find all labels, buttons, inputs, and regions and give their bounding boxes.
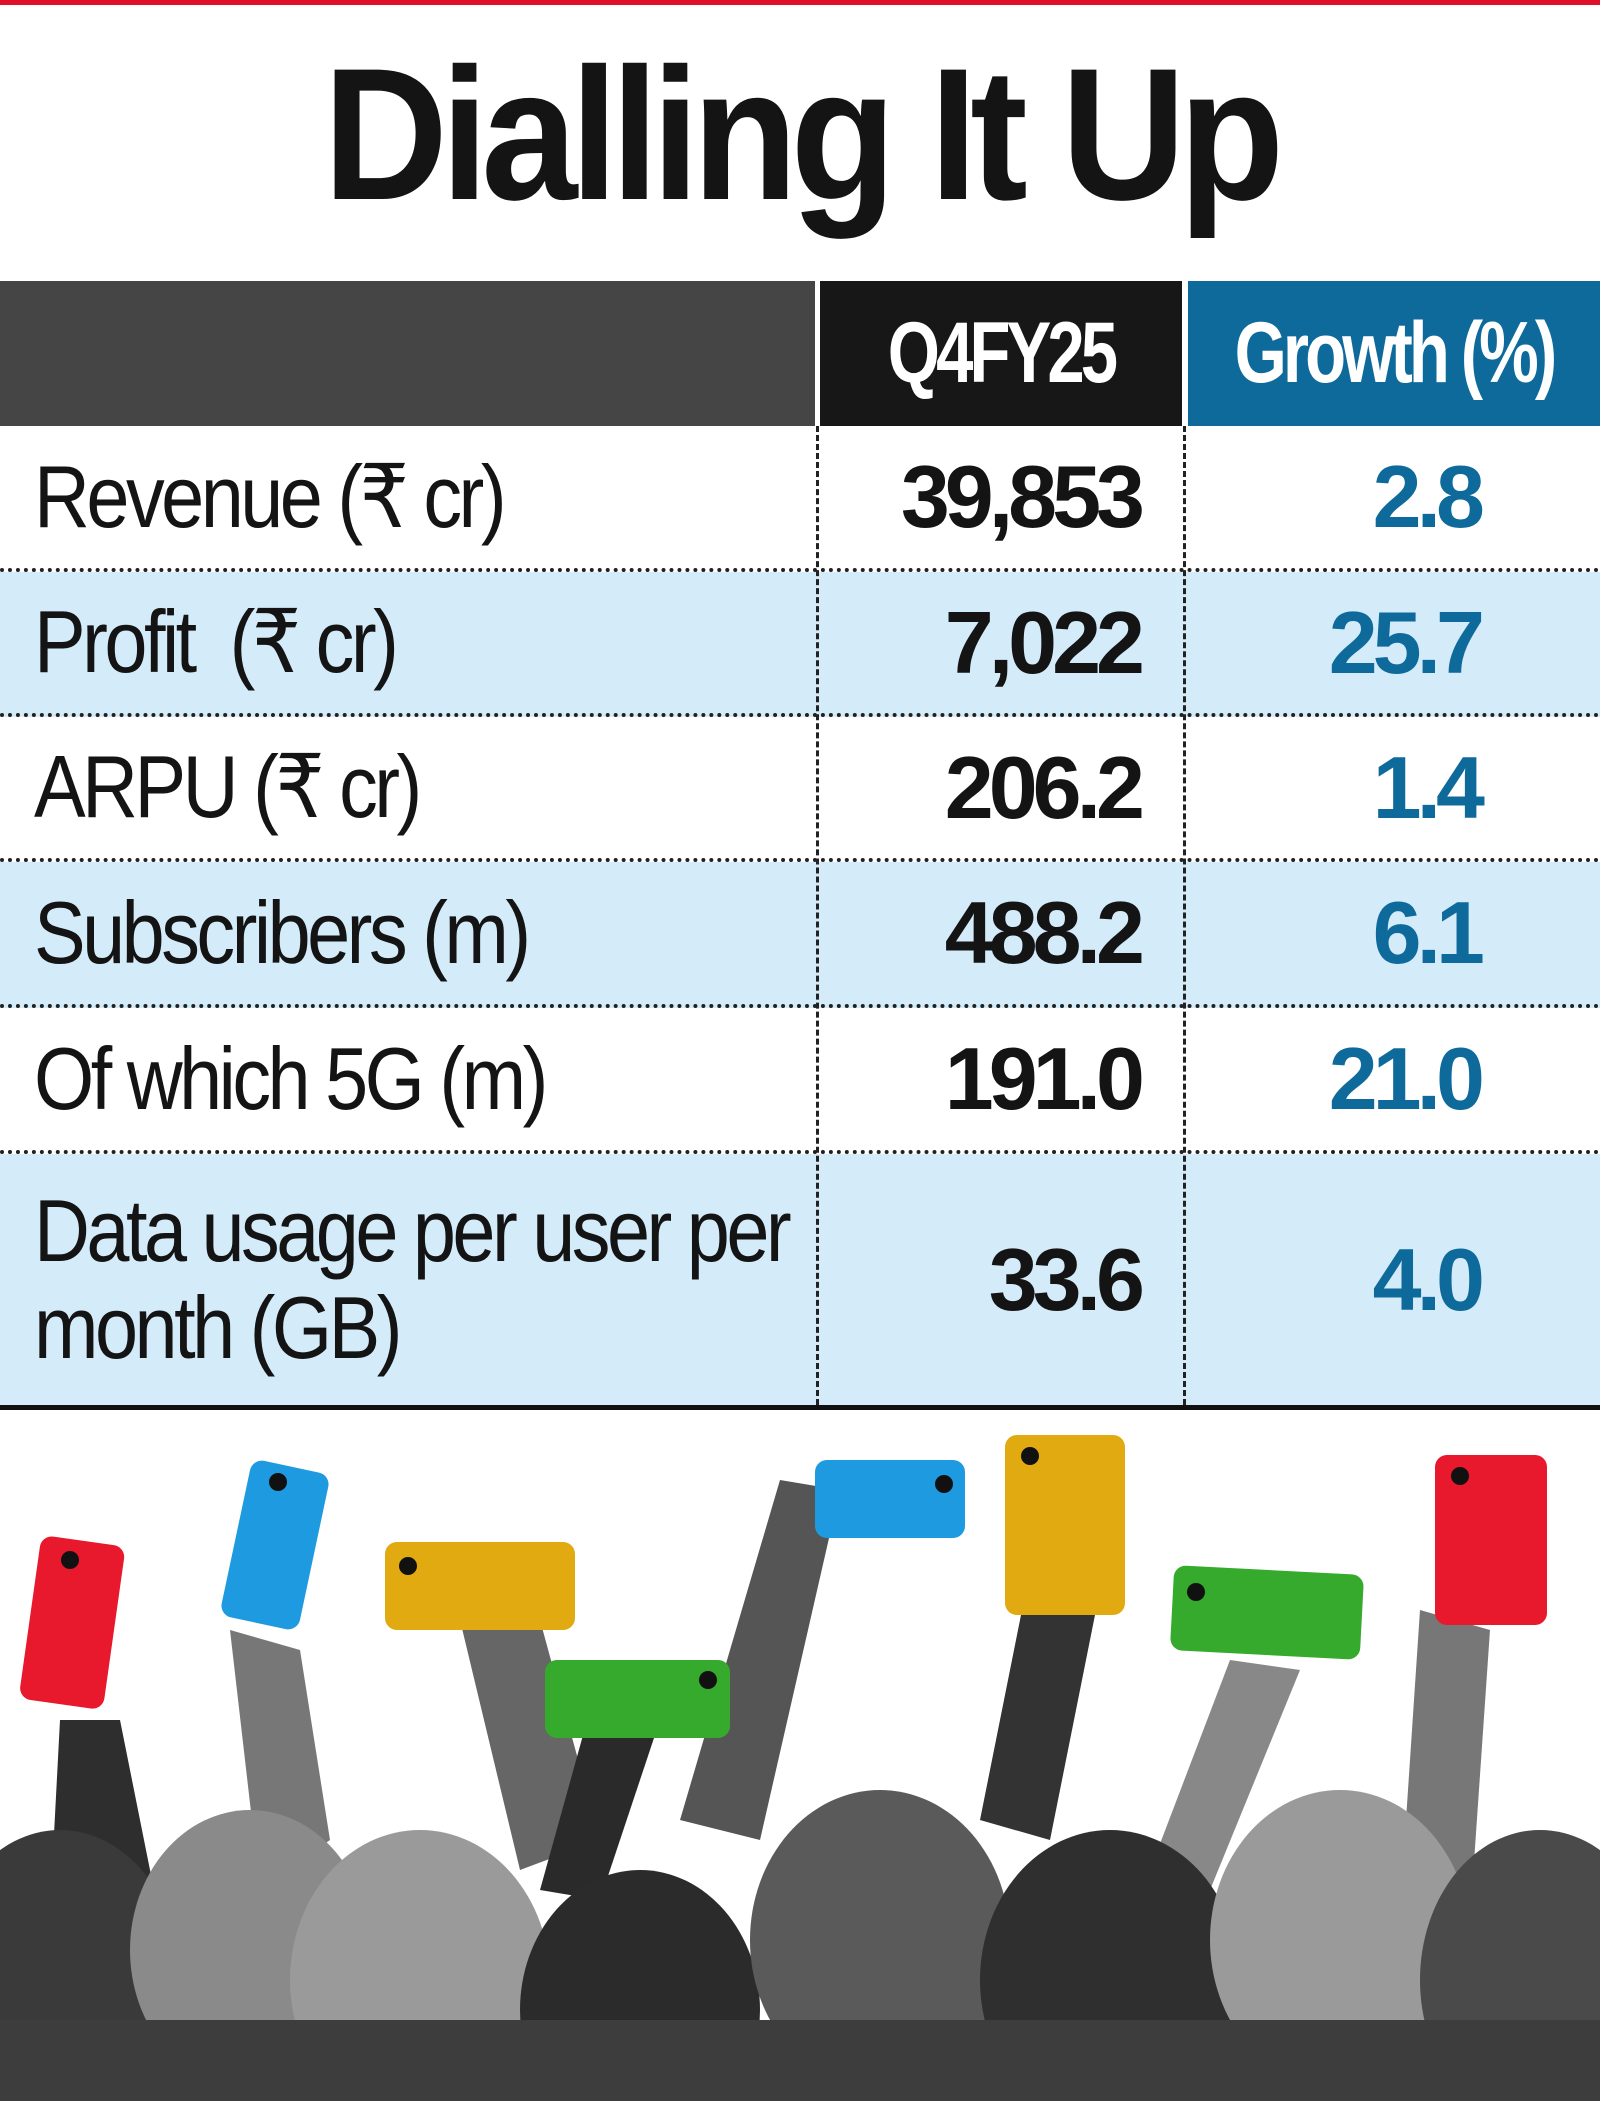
row-value: 33.6	[988, 1229, 1145, 1329]
header-growth-label: Growth (%)	[1234, 305, 1558, 401]
row-growth: 4.0	[1372, 1229, 1485, 1329]
row-growth: 6.1	[1372, 883, 1485, 982]
row-value: 7,022	[944, 592, 1145, 692]
phone-icons	[20, 1435, 1547, 1738]
row-label: Data usage per user per month (GB)	[34, 1180, 792, 1377]
row-label: Revenue (₹ cr)	[34, 446, 507, 546]
row-label: Of which 5G (m)	[34, 1028, 548, 1128]
table-row: ARPU (₹ cr) 206.2 1.4	[0, 717, 1600, 862]
row-growth: 25.7	[1328, 592, 1485, 692]
page-title: Dialling It Up	[323, 29, 1284, 239]
column-divider	[1183, 426, 1186, 1405]
row-value: 206.2	[944, 737, 1145, 837]
row-label: Profit (₹ cr)	[34, 592, 399, 692]
phone-blue-icon	[815, 1460, 965, 1538]
table-row: Revenue (₹ cr) 39,853 2.8	[0, 426, 1600, 572]
top-accent-line	[0, 0, 1600, 5]
header-growth: Growth (%)	[1188, 281, 1600, 426]
table-row: Data usage per user per month (GB) 33.6 …	[0, 1154, 1600, 1410]
column-divider	[816, 426, 819, 1405]
table-row: Of which 5G (m) 191.0 21.0	[0, 1008, 1600, 1154]
phone-yellow-icon	[385, 1542, 575, 1630]
row-growth: 1.4	[1372, 737, 1485, 837]
row-value: 488.2	[944, 883, 1145, 982]
table-row: Profit (₹ cr) 7,022 25.7	[0, 572, 1600, 717]
table-row: Subscribers (m) 488.2 6.1	[0, 862, 1600, 1008]
row-label: Subscribers (m)	[34, 882, 531, 982]
crowd-silhouettes	[0, 1480, 1600, 2101]
phone-yellow-icon	[1005, 1435, 1125, 1615]
phone-red-icon	[20, 1536, 125, 1709]
row-label: ARPU (₹ cr)	[34, 737, 422, 837]
crowd-with-phones-illustration	[0, 1435, 1600, 2101]
phone-green-icon	[1170, 1565, 1364, 1660]
header-q4fy25-label: Q4FY25	[887, 305, 1118, 401]
row-value: 191.0	[944, 1029, 1145, 1128]
row-value: 39,853	[900, 447, 1145, 546]
row-growth: 21.0	[1328, 1029, 1485, 1128]
header-label-column	[0, 281, 815, 426]
phone-green-icon	[545, 1660, 730, 1738]
header-q4fy25: Q4FY25	[820, 281, 1182, 426]
phone-blue-icon	[221, 1460, 329, 1630]
phone-red-icon	[1435, 1455, 1547, 1625]
row-growth: 2.8	[1372, 447, 1485, 546]
